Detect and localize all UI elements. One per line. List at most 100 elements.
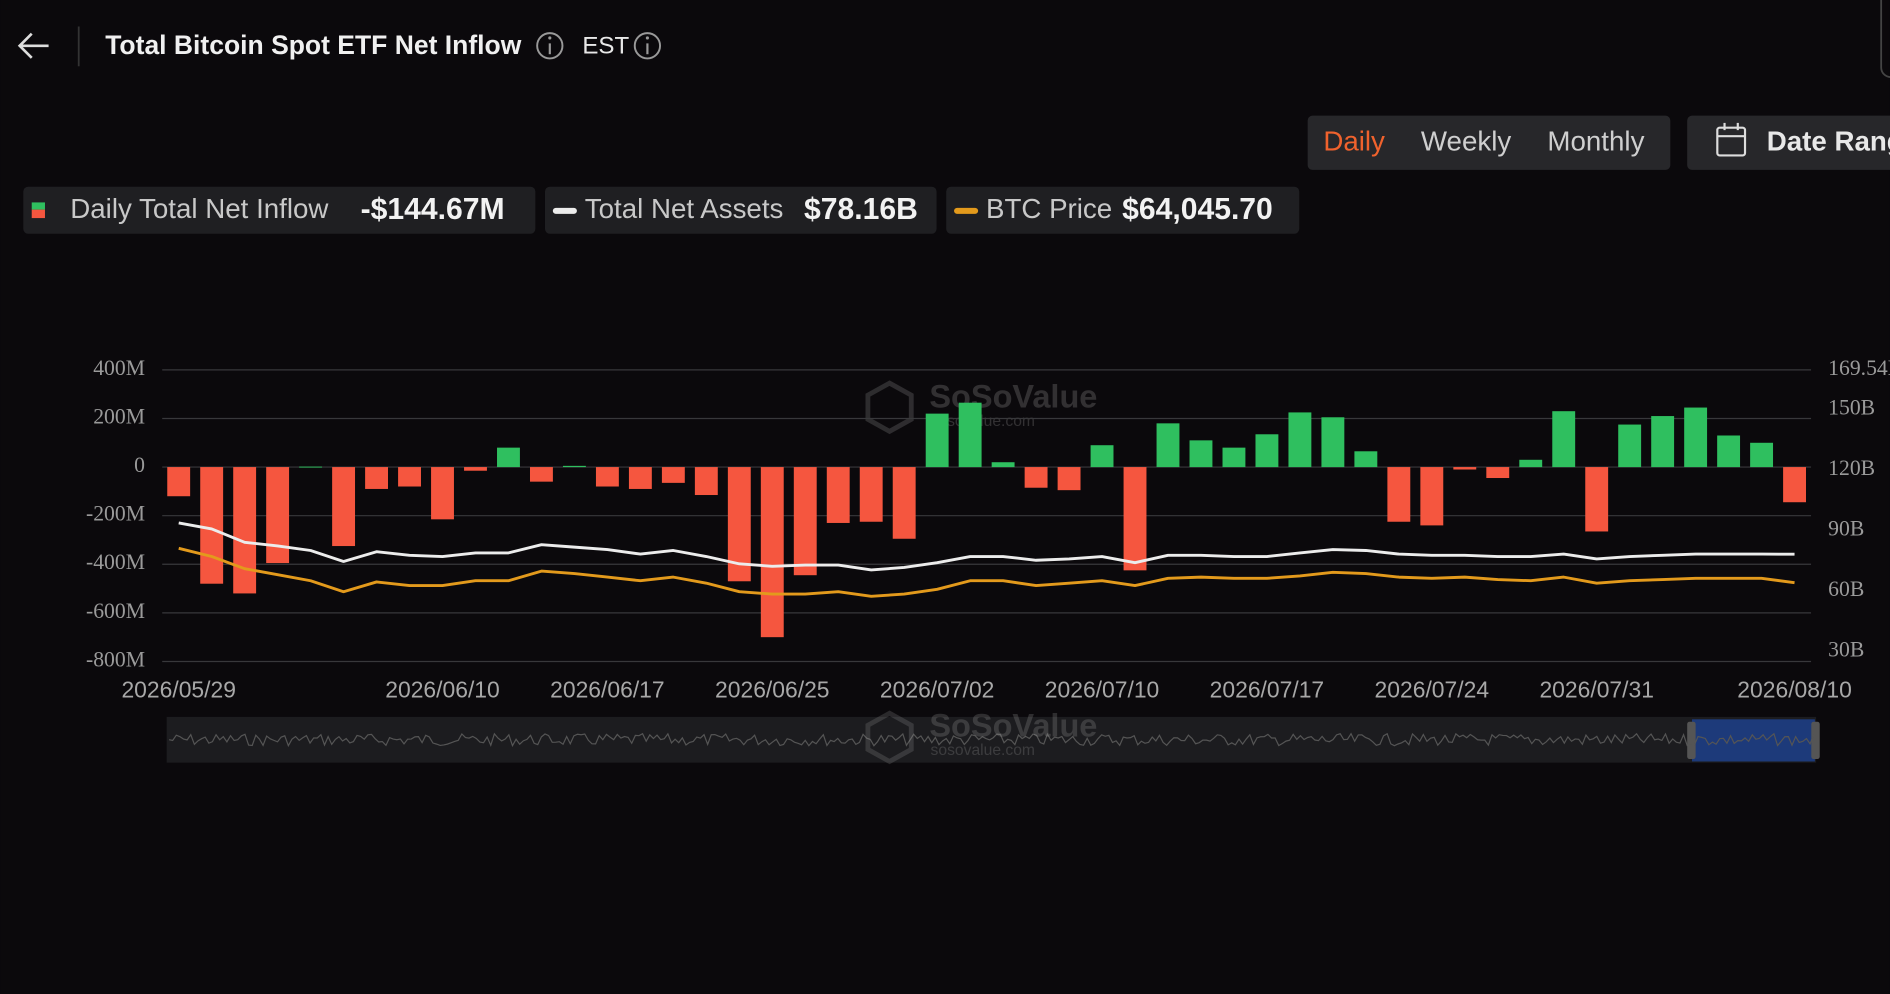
y-tick-label: -200M [86,502,145,526]
bar [1519,459,1543,468]
bar [332,467,356,547]
bar [1057,467,1081,491]
bar [1288,412,1312,468]
bar [299,466,323,468]
y2-tick-label: 120B [1828,456,1875,480]
x-tick-label: 2026/06/17 [550,677,665,703]
bar [1024,467,1048,488]
watermark: SoSoValue sosovalue.com [865,707,1097,765]
legend-pill [946,186,1300,234]
bar [1453,467,1477,470]
bar [892,467,916,539]
y-tick-label: -400M [86,550,145,574]
watermark-site: sosovalue.com [931,413,1035,430]
x-tick-label: 2026/07/10 [1045,677,1160,703]
y2-tick-label: 60B [1828,577,1864,601]
x-tick-label: 2026/07/17 [1210,677,1325,703]
bar [365,467,389,489]
legend-swatch [31,209,45,219]
info-icon[interactable] [536,32,564,60]
bar [1255,434,1279,468]
y2-tick-label: 150B [1828,395,1875,419]
date-range-label[interactable]: Date Range [1767,126,1890,157]
bar [1783,467,1807,503]
bar [661,467,685,483]
bar [859,467,883,522]
bar [1156,423,1180,468]
watermark-brand: SoSoValue [929,378,1097,414]
y-tick-label: 200M [93,404,145,428]
navigator-handle[interactable] [1811,721,1820,760]
legend-swatch [31,202,45,210]
y-tick-label: 400M [93,356,145,380]
watermark-brand: SoSoValue [929,707,1097,743]
bar [991,462,1015,468]
bar [628,467,652,489]
x-tick-label: 2026/07/31 [1539,677,1654,703]
watermark: SoSoValue sosovalue.com [865,378,1097,435]
bar [1585,467,1609,532]
calendar-icon [1716,122,1747,157]
bar [167,467,191,497]
legend-value: -$144.67M [361,193,505,226]
bar [694,467,718,496]
bar [266,467,290,564]
bar [562,465,586,468]
y-tick-label: -800M [86,647,145,671]
watermark-site: sosovalue.com [931,742,1035,759]
y2-tick-label: 169.54B [1828,356,1890,380]
line [178,521,1795,572]
navigator[interactable] [166,716,1817,763]
bar [826,467,850,523]
y2-tick-label: 90B [1828,516,1864,540]
bar [431,467,454,520]
y-tick-label: 0 [134,453,145,477]
bar [727,467,751,582]
bar [200,467,224,584]
bar [1387,467,1411,522]
bar [464,467,487,471]
bar [1420,467,1444,526]
bar [1486,467,1510,479]
navigator-handle[interactable] [1687,721,1696,760]
navigator-trend [168,732,1815,748]
navigator-selection[interactable] [1692,719,1815,762]
bar [760,467,784,638]
bar [1321,417,1345,468]
bar [595,467,619,487]
bar [497,447,520,468]
info-icon[interactable] [633,32,662,60]
bar [233,467,257,594]
back-button[interactable] [17,32,49,59]
legend-value: $64,045.70 [1122,193,1273,226]
bar [1354,451,1378,468]
x-tick-label: 2026/06/10 [385,677,500,703]
bar [1222,447,1246,468]
legend-value: $78.16B [804,193,918,226]
timezone: EST [582,32,629,59]
side-panel-edge [1880,0,1890,78]
bar [1651,416,1675,468]
period-monthly[interactable]: Monthly [1547,126,1644,157]
x-tick-label: 2026/05/29 [121,677,235,703]
bar [1552,411,1576,468]
line [178,546,1795,598]
legend-name: Total Net Assets [585,193,784,224]
bar [958,402,982,468]
legend-name: Daily Total Net Inflow [70,193,329,224]
x-tick-label: 2026/07/02 [880,677,995,703]
bar [1750,442,1774,468]
bar [1717,435,1741,468]
page-title: Total Bitcoin Spot ETF Net Inflow [105,30,521,60]
period-toggle [1307,115,1671,170]
period-weekly[interactable]: Weekly [1421,126,1511,157]
bar [925,413,949,468]
x-tick-label: 2026/07/24 [1375,677,1490,703]
x-tick-label: 2026/08/10 [1737,677,1852,703]
x-tick-label: 2026/06/25 [715,677,830,703]
legend-pill [544,186,937,234]
legend-name: BTC Price [986,193,1112,224]
period-daily[interactable]: Daily [1323,126,1385,157]
